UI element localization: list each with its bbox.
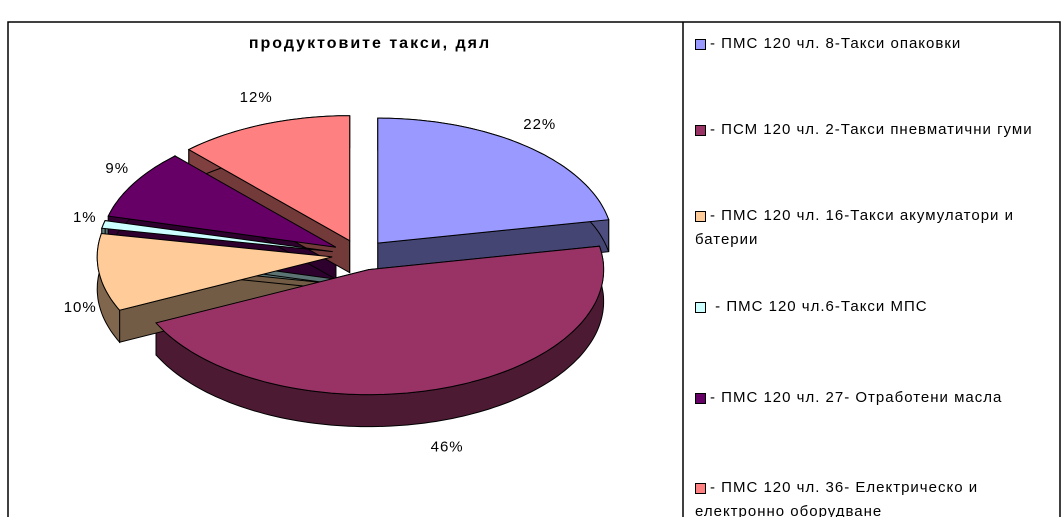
legend-swatch [695,210,706,222]
legend-label: - ПМС 120 чл. 16-Такси акумулатори и бат… [695,207,1014,248]
pie-slice [187,115,351,242]
pie-slice [377,117,610,244]
legend-item: - ПМС 120 чл.6-Такси МПС [695,295,1055,319]
pie-slice [155,245,605,396]
legend-item: - ПМС 120 чл. 16-Такси акумулатори и бат… [695,204,1055,252]
pie-slice [107,155,337,248]
pie-slice [96,232,333,311]
data-label: 12% [240,89,273,106]
legend-label: - ПМС 120 чл. 27- Отработени масла [710,389,1003,406]
legend-item: - ПМС 120 чл. 36- Електрическо и електро… [695,476,1055,517]
legend-swatch [695,124,706,136]
legend-swatch [695,38,706,50]
pie-slice [101,220,333,253]
legend-swatch [695,301,706,313]
data-label: 46% [431,438,464,455]
legend-swatch [695,392,706,404]
legend-label: - ПСМ 120 чл. 2-Такси пневматични гуми [710,121,1033,138]
data-label: 10% [64,299,97,316]
data-label: 9% [105,160,129,177]
legend-label: - ПМС 120 чл. 8-Такси опаковки [710,35,962,52]
data-label: 1% [73,209,97,226]
legend-label: - ПМС 120 чл. 36- Електрическо и електро… [695,479,979,517]
legend-label: - ПМС 120 чл.6-Такси МПС [710,298,928,315]
data-label: 22% [523,116,556,133]
chart-title: продуктовите такси, дял [249,35,491,52]
legend-item: - ПМС 120 чл. 8-Такси опаковки [695,32,1055,56]
legend-item: - ПМС 120 чл. 27- Отработени масла [695,386,1055,410]
legend-swatch [695,482,706,494]
legend-item: - ПСМ 120 чл. 2-Такси пневматични гуми [695,118,1055,142]
